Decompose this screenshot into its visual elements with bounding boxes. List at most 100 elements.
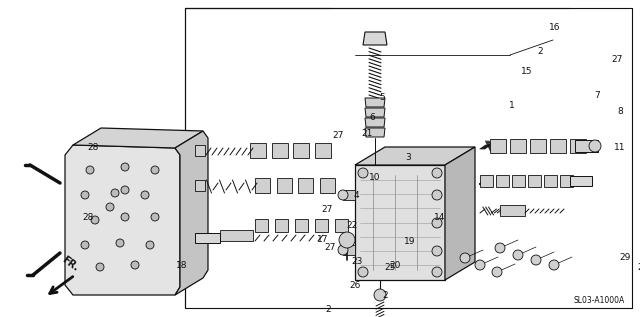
- Circle shape: [374, 289, 386, 301]
- Polygon shape: [220, 230, 253, 241]
- Text: 21: 21: [362, 128, 372, 138]
- Polygon shape: [365, 98, 385, 107]
- Circle shape: [151, 166, 159, 174]
- Text: 27: 27: [611, 55, 623, 64]
- Circle shape: [358, 267, 368, 277]
- Text: FR.: FR.: [60, 254, 80, 273]
- Circle shape: [111, 189, 119, 197]
- Polygon shape: [276, 178, 292, 193]
- Text: 29: 29: [620, 254, 630, 262]
- Circle shape: [81, 241, 89, 249]
- Text: 28: 28: [87, 144, 99, 152]
- Text: 15: 15: [521, 68, 532, 76]
- Polygon shape: [343, 190, 355, 200]
- Text: 3: 3: [405, 153, 411, 163]
- Polygon shape: [73, 128, 203, 148]
- Polygon shape: [570, 139, 586, 153]
- Circle shape: [432, 267, 442, 277]
- Text: 8: 8: [617, 107, 623, 117]
- Polygon shape: [445, 147, 475, 280]
- Polygon shape: [560, 175, 573, 187]
- Text: 28: 28: [83, 214, 93, 223]
- Circle shape: [121, 186, 129, 194]
- Text: 27: 27: [321, 205, 333, 215]
- Polygon shape: [271, 143, 287, 158]
- Polygon shape: [295, 219, 308, 232]
- Text: 27: 27: [332, 131, 344, 139]
- Polygon shape: [315, 143, 331, 158]
- Text: 7: 7: [594, 90, 600, 100]
- Text: 19: 19: [404, 237, 416, 247]
- Text: 16: 16: [549, 23, 561, 33]
- Text: 6: 6: [369, 113, 375, 122]
- Text: 1: 1: [509, 100, 515, 109]
- Polygon shape: [275, 219, 288, 232]
- Circle shape: [432, 168, 442, 178]
- Circle shape: [141, 191, 149, 199]
- Polygon shape: [365, 128, 385, 137]
- Polygon shape: [490, 139, 506, 153]
- Polygon shape: [355, 165, 445, 280]
- Polygon shape: [175, 131, 208, 295]
- Polygon shape: [335, 219, 348, 232]
- Circle shape: [495, 243, 505, 253]
- Text: 18: 18: [176, 261, 188, 269]
- Text: SL03-A1000A: SL03-A1000A: [573, 296, 625, 305]
- Polygon shape: [575, 140, 598, 152]
- Circle shape: [589, 140, 601, 152]
- Circle shape: [513, 250, 523, 260]
- Circle shape: [146, 241, 154, 249]
- Circle shape: [432, 246, 442, 256]
- Polygon shape: [355, 147, 475, 165]
- Polygon shape: [550, 139, 566, 153]
- Polygon shape: [255, 219, 268, 232]
- Circle shape: [358, 168, 368, 178]
- Polygon shape: [195, 233, 220, 243]
- Circle shape: [460, 253, 470, 263]
- Polygon shape: [195, 180, 205, 191]
- Circle shape: [96, 263, 104, 271]
- Text: 14: 14: [435, 214, 445, 223]
- Text: 25: 25: [639, 180, 640, 190]
- Polygon shape: [528, 175, 541, 187]
- Polygon shape: [320, 178, 335, 193]
- Text: 2: 2: [537, 48, 543, 56]
- Text: 20: 20: [389, 261, 401, 269]
- Polygon shape: [544, 175, 557, 187]
- Polygon shape: [496, 175, 509, 187]
- Text: 2: 2: [382, 290, 388, 300]
- Circle shape: [106, 203, 114, 211]
- Circle shape: [116, 239, 124, 247]
- Text: 23: 23: [351, 257, 363, 267]
- Polygon shape: [365, 108, 385, 117]
- Polygon shape: [250, 143, 266, 158]
- Polygon shape: [510, 139, 526, 153]
- Text: 25: 25: [384, 263, 396, 273]
- Circle shape: [338, 245, 348, 255]
- Text: 4: 4: [353, 191, 359, 200]
- Circle shape: [549, 260, 559, 270]
- Circle shape: [492, 267, 502, 277]
- Polygon shape: [298, 178, 314, 193]
- Polygon shape: [480, 175, 493, 187]
- Polygon shape: [512, 175, 525, 187]
- Polygon shape: [363, 32, 387, 45]
- Polygon shape: [65, 145, 180, 295]
- Circle shape: [121, 213, 129, 221]
- Circle shape: [475, 260, 485, 270]
- Circle shape: [81, 191, 89, 199]
- Circle shape: [151, 213, 159, 221]
- Polygon shape: [195, 145, 205, 156]
- Polygon shape: [315, 219, 328, 232]
- Text: 5: 5: [379, 94, 385, 102]
- Polygon shape: [570, 176, 592, 186]
- Text: 10: 10: [369, 173, 381, 183]
- Polygon shape: [293, 143, 309, 158]
- Text: 27: 27: [324, 243, 336, 253]
- Circle shape: [432, 190, 442, 200]
- Polygon shape: [530, 139, 546, 153]
- Circle shape: [339, 232, 355, 248]
- Circle shape: [86, 166, 94, 174]
- Text: 29: 29: [637, 263, 640, 273]
- Text: 2: 2: [325, 306, 331, 314]
